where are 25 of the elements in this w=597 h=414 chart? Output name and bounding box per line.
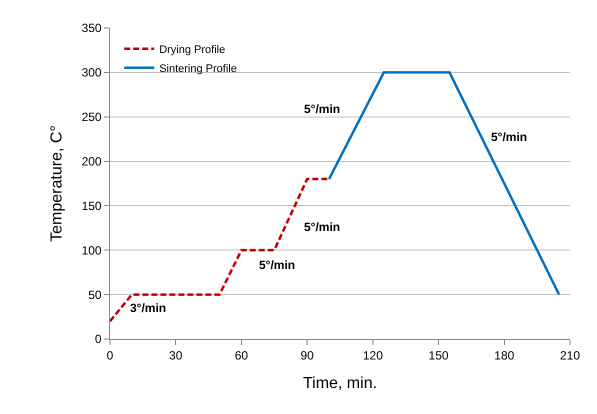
x-tick-label: 180 [494, 348, 515, 362]
x-tick-label: 60 [234, 348, 248, 362]
x-tick-label: 90 [300, 348, 314, 362]
x-tick-label: 210 [560, 348, 580, 362]
legend-label: Sintering Profile [159, 63, 237, 76]
y-tick-label: 350 [82, 21, 102, 36]
y-axis-title: Temperature, C° [48, 125, 66, 242]
y-tick-label: 150 [82, 198, 102, 213]
y-tick-label: 50 [88, 288, 102, 302]
annotation: 5°/min [304, 220, 340, 234]
x-tick-label: 30 [169, 348, 183, 362]
annotation: 5°/min [259, 258, 296, 272]
y-tick-label: 300 [82, 66, 102, 80]
y-tick-label: 100 [82, 243, 102, 258]
y-tick-label: 0 [94, 332, 102, 346]
legend-label: Drying Profile [159, 44, 226, 56]
x-tick-label: 120 [362, 348, 384, 362]
x-axis-title: Time, min. [302, 375, 378, 392]
y-tick-label: 250 [82, 110, 102, 124]
x-tick-label: 0 [106, 348, 114, 362]
annotation: 5°/min [491, 130, 528, 144]
annotation: 5°/min [304, 102, 340, 116]
y-tick-label: 200 [82, 154, 102, 168]
annotation: 3°/min [130, 301, 166, 315]
x-tick-label: 150 [428, 348, 449, 362]
